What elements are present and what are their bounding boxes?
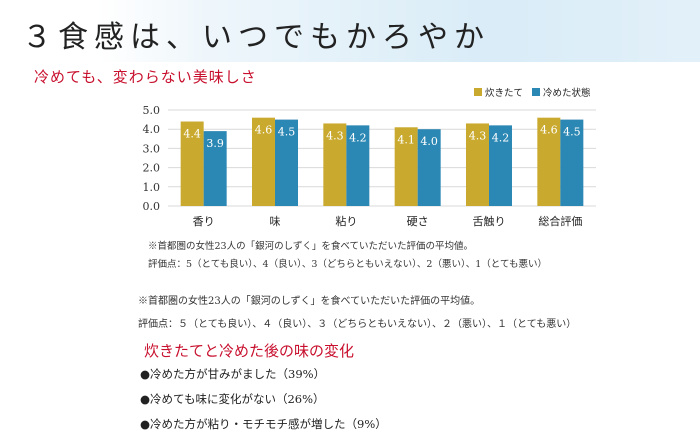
y-tick-label: 1.0 — [143, 181, 161, 194]
bar-value-label: 4.5 — [278, 126, 296, 139]
survey-note: ※首都圏の女性23人の「銀河のしずく」を食べていただいた評価の平均値。 — [138, 296, 481, 307]
y-tick-label: 3.0 — [143, 142, 161, 155]
x-tick-label: 粘り — [335, 214, 357, 228]
bar-value-label: 4.1 — [397, 133, 415, 146]
legend-label: 炊きたて — [485, 87, 523, 99]
bar — [417, 129, 441, 206]
y-tick-label: 0.0 — [143, 200, 161, 213]
legend-swatch — [474, 88, 482, 96]
bar-value-label: 4.2 — [492, 131, 510, 144]
x-tick-label: 香り — [193, 215, 215, 228]
x-tick-label: 味 — [270, 215, 281, 228]
bar — [489, 125, 512, 206]
taste-change-item-stickier: ●冷めた方が粘り・モチモチ感が増した（9%） — [140, 417, 387, 431]
header-banner: ３食感は、いつでもかろやか — [0, 0, 700, 62]
taste-change-list: ●冷めた方が甘みがました（39%） ●冷めても味に変化がない（26%） ●冷めた… — [140, 362, 387, 437]
bar — [346, 125, 370, 206]
bar-value-label: 3.9 — [206, 137, 224, 150]
bar — [560, 119, 584, 206]
rating-scale-note: 評価点：５（とても良い）、４（良い）、３（どちらともいえない）、２（悪い）、１（… — [138, 319, 577, 330]
page-subtitle: 冷めても、変わらない美味しさ — [34, 68, 257, 86]
taste-change-item-sweeter: ●冷めた方が甘みがました（39%） — [140, 367, 326, 381]
y-tick-label: 5.0 — [143, 104, 161, 117]
bar-value-label: 4.2 — [349, 131, 367, 144]
x-tick-label: 硬さ — [407, 215, 429, 228]
bar — [275, 119, 298, 206]
bar-value-label: 4.3 — [326, 129, 344, 142]
survey-note-small: ※首都圏の女性23人の「銀河のしずく」を食べていただいた評価の平均値。 — [148, 241, 474, 252]
page-title: ３食感は、いつでもかろやか — [22, 20, 490, 55]
bar — [203, 131, 227, 206]
bar-value-label: 4.6 — [255, 124, 273, 137]
x-tick-label: 舌触り — [473, 214, 506, 228]
rating-bar-chart: 0.0 1.0 2.0 3.0 4.0 5.0 4.4 3.9 香り 4.6 4.5 味 4.3 4.2 粘… — [143, 87, 596, 228]
bar — [537, 117, 561, 206]
bar-value-label: 4.6 — [540, 124, 558, 137]
taste-change-item-no-change: ●冷めても味に変化がない（26%） — [140, 392, 325, 406]
bar-value-label: 4.4 — [183, 128, 201, 141]
bar-value-label: 4.5 — [563, 126, 581, 139]
y-tick-label: 2.0 — [143, 162, 161, 175]
x-tick-label: 総合評価 — [538, 214, 582, 228]
y-tick-label: 4.0 — [143, 123, 161, 136]
bar — [394, 127, 418, 206]
bar — [466, 123, 489, 206]
taste-change-title: 炊きたてと冷めた後の味の変化 — [144, 342, 355, 360]
bar — [180, 121, 204, 206]
rating-scale-note-small: 評価点：5（とても良い）、4（良い）、3（どちらともいえない）、2（悪い）、1（… — [148, 259, 548, 270]
bar — [323, 123, 347, 206]
bar-value-label: 4.3 — [469, 129, 487, 142]
bar — [252, 117, 275, 206]
bar-value-label: 4.0 — [420, 135, 438, 148]
legend-swatch — [532, 88, 540, 96]
legend-label: 冷めた状態 — [543, 87, 591, 99]
